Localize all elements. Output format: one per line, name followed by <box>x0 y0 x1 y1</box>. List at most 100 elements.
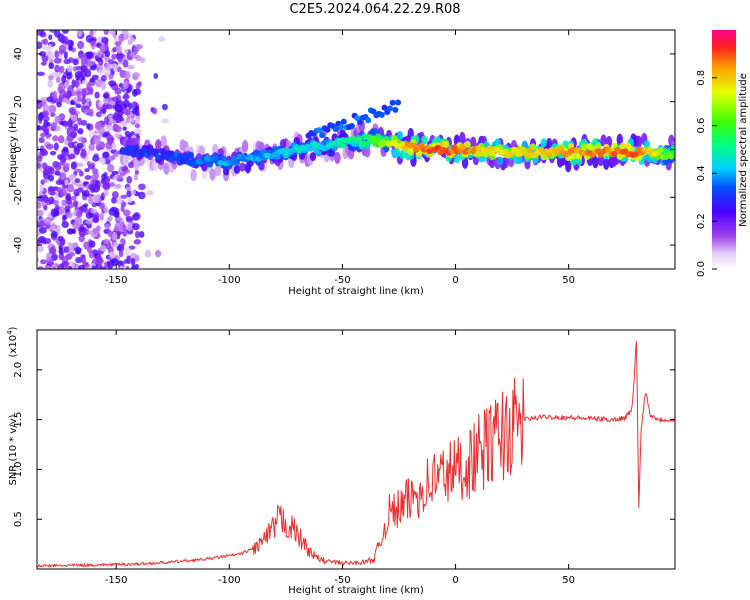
heat-cell <box>113 241 118 248</box>
heat-cell <box>104 223 111 230</box>
heat-cell <box>42 109 50 118</box>
heat-cell <box>58 245 63 251</box>
heat-cell <box>70 161 77 170</box>
heat-cell <box>112 47 117 53</box>
heat-cell <box>126 222 133 231</box>
heat-cell <box>459 143 466 150</box>
heat-cell <box>71 79 76 88</box>
heat-cell <box>59 65 65 74</box>
heat-cell <box>381 104 388 111</box>
heat-cell <box>74 79 80 88</box>
heat-cell <box>78 264 85 269</box>
heat-cell <box>94 91 100 99</box>
heat-cell <box>84 262 90 268</box>
y-tick-label: -20 <box>13 189 24 205</box>
heat-cell <box>134 230 140 239</box>
heat-cell <box>135 55 142 62</box>
heat-cell <box>60 120 69 127</box>
bottom-x-axis-label: Height of straight line (km) <box>288 585 424 596</box>
heat-cell <box>133 137 140 147</box>
heat-cell <box>605 147 613 153</box>
heat-cell <box>67 241 72 248</box>
heat-cell <box>56 187 64 193</box>
top-x-axis-label: Height of straight line (km) <box>288 286 424 297</box>
heat-cell <box>48 34 53 41</box>
heat-cell <box>53 142 59 151</box>
heat-cell <box>95 255 103 264</box>
heat-cell <box>66 192 72 201</box>
heat-cell <box>80 119 87 126</box>
heat-cell <box>616 153 623 160</box>
heat-cell <box>75 103 82 109</box>
x-tick-label: -50 <box>334 575 350 586</box>
heat-cell <box>91 265 98 269</box>
heat-cell <box>76 142 84 149</box>
heat-cell <box>357 119 364 126</box>
heat-cell <box>37 256 40 263</box>
heat-cell <box>122 224 127 233</box>
heat-cell <box>124 71 131 80</box>
heat-cell <box>103 189 109 196</box>
heat-cell <box>161 103 168 111</box>
heat-cell <box>41 195 48 201</box>
heat-cell <box>114 222 123 232</box>
heat-cell <box>70 196 77 201</box>
heat-cell <box>89 40 96 46</box>
heat-cell <box>115 217 121 222</box>
heat-cell <box>126 176 133 184</box>
heat-cell <box>101 173 106 181</box>
heat-cell <box>109 30 117 36</box>
heat-cell <box>603 157 610 170</box>
heat-cell <box>46 252 52 261</box>
heat-cell <box>68 252 76 257</box>
heat-cell <box>122 99 130 108</box>
bottom-x-axis: -150 -100 -50 0 50 <box>105 330 575 586</box>
heat-cell <box>114 196 123 205</box>
heat-cell <box>37 244 44 253</box>
heat-cell <box>59 238 66 246</box>
heat-cell <box>103 98 109 104</box>
colorbar-tick-label: 0.8 <box>696 70 707 86</box>
heat-cell <box>103 131 111 137</box>
heat-cell <box>39 50 46 57</box>
heat-cell <box>324 126 331 133</box>
colorbar-tick-label: 0.6 <box>696 118 707 134</box>
heat-cell <box>117 66 122 73</box>
heat-cell <box>86 97 91 103</box>
heat-cell <box>50 208 58 218</box>
heat-cell <box>100 192 105 201</box>
heat-cell <box>67 119 73 128</box>
heat-cell <box>107 163 115 173</box>
heat-cell <box>114 133 120 138</box>
x-tick-label: 50 <box>562 275 575 286</box>
heat-cell <box>124 91 129 97</box>
heat-cell <box>217 160 224 166</box>
heat-cell <box>56 101 62 108</box>
heat-cell <box>66 228 74 235</box>
heat-cell <box>40 61 47 66</box>
heat-cell <box>37 235 46 244</box>
colorbar-ticks: 0.0 0.2 0.4 0.6 0.8 <box>696 70 717 277</box>
heat-cell <box>155 139 162 149</box>
heat-cell <box>41 44 50 51</box>
heat-cell <box>450 144 458 151</box>
heat-cell <box>128 118 135 123</box>
heat-cell <box>434 144 442 151</box>
heat-cell <box>135 115 141 124</box>
heat-cell <box>80 105 86 113</box>
heat-cell <box>76 162 84 167</box>
heat-cell <box>42 38 49 46</box>
heat-cell <box>47 43 53 52</box>
heat-cell <box>50 231 58 239</box>
heat-cell <box>115 100 124 107</box>
heat-cell <box>187 151 195 159</box>
heat-cell <box>453 154 461 164</box>
heat-cell <box>63 58 71 65</box>
heat-cell <box>442 141 450 149</box>
heat-cell <box>163 162 170 175</box>
heat-cell <box>84 168 90 173</box>
heat-cell <box>75 65 83 71</box>
heat-cell <box>81 137 86 144</box>
heat-cell <box>50 245 56 254</box>
heat-cell <box>116 45 123 54</box>
